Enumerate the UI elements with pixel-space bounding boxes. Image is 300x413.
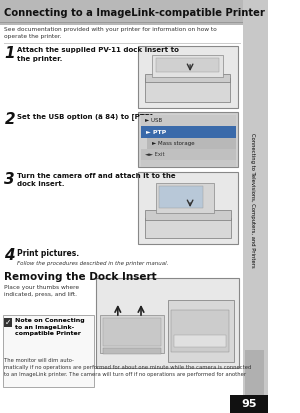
Bar (168, 300, 234, 362)
Text: 4: 4 (4, 248, 15, 263)
Text: Turn the camera off and attach it to the
dock insert.: Turn the camera off and attach it to the… (17, 173, 175, 188)
Bar (156, 183, 214, 213)
Bar (141, 115, 236, 126)
Bar (141, 149, 236, 160)
Bar (141, 160, 236, 167)
Text: Set the USB option (ä 84) to [PTP].: Set the USB option (ä 84) to [PTP]. (17, 113, 156, 120)
Bar (174, 335, 226, 347)
Text: 95: 95 (241, 399, 257, 409)
Text: Attach the supplied PV-11 dock insert to
the printer.: Attach the supplied PV-11 dock insert to… (17, 47, 179, 62)
Text: Place your thumbs where
indicated, press, and lift.: Place your thumbs where indicated, press… (4, 285, 80, 297)
Bar (145, 74, 230, 82)
Text: 1: 1 (4, 46, 15, 61)
Text: Note on Connecting
to an ImageLink-
compatible Printer: Note on Connecting to an ImageLink- comp… (15, 318, 85, 336)
Bar (100, 315, 164, 353)
Bar (141, 126, 236, 138)
Bar (146, 210, 231, 220)
Text: Connecting to Televisions, Computers, and Printers: Connecting to Televisions, Computers, an… (250, 133, 255, 267)
Bar (138, 112, 238, 167)
Text: ◄► Exit: ◄► Exit (145, 152, 164, 157)
Text: ► USB: ► USB (145, 118, 162, 123)
Bar (159, 186, 203, 208)
Text: Removing the Dock Insert: Removing the Dock Insert (4, 272, 157, 282)
Bar (96, 278, 239, 368)
Bar (243, 0, 268, 395)
Bar (171, 310, 230, 352)
Text: 2: 2 (4, 112, 15, 127)
Bar (146, 218, 231, 238)
Bar (152, 55, 223, 77)
Text: The monitor will dim auto-
matically if no operations are performed for about on: The monitor will dim auto- matically if … (4, 358, 252, 377)
Bar (4, 318, 13, 327)
Bar (156, 58, 219, 72)
Bar (138, 46, 238, 108)
Text: ► Mass storage: ► Mass storage (152, 141, 194, 146)
Bar (103, 348, 161, 354)
Bar (145, 78, 230, 102)
Bar (103, 318, 161, 346)
Bar (138, 172, 238, 244)
Text: See documentation provided with your printer for information on how to
operate t: See documentation provided with your pri… (4, 27, 217, 39)
Bar (244, 350, 264, 395)
Bar (3, 315, 94, 387)
Bar (147, 138, 236, 149)
Text: Connecting to a ImageLink-compatible Printer: Connecting to a ImageLink-compatible Pri… (4, 8, 265, 18)
Bar (0, 22, 243, 23)
Bar (230, 395, 268, 413)
Text: Print pictures.: Print pictures. (17, 249, 79, 258)
Text: ✓: ✓ (5, 318, 12, 327)
Text: 3: 3 (4, 172, 15, 187)
Text: Follow the procedures described in the printer manual.: Follow the procedures described in the p… (17, 261, 168, 266)
Text: ► PTP: ► PTP (146, 130, 167, 135)
Bar (0, 0, 243, 25)
